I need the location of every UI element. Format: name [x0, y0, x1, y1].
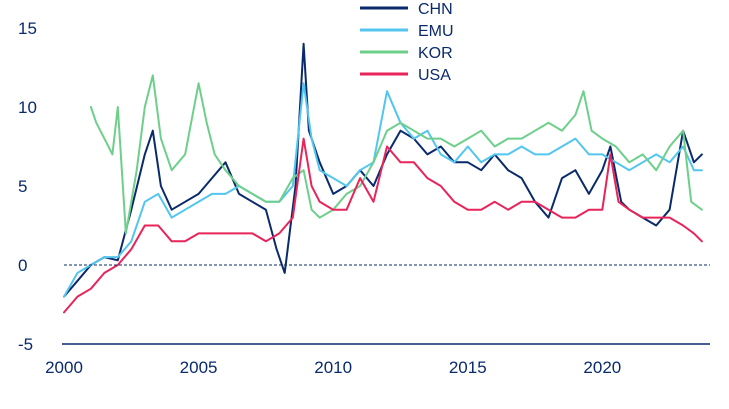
series-line-kor	[89, 74, 703, 235]
axes	[62, 264, 710, 345]
x-tick-label: 2010	[314, 358, 352, 377]
x-tick-label: 2000	[45, 358, 83, 377]
series-line-usa	[63, 137, 703, 314]
x-tick-labels: 2000 2005 2010 2015 2020	[45, 358, 621, 377]
series-line-chn	[63, 42, 703, 298]
y-tick-labels: -5 0 5 10 15	[18, 19, 37, 354]
series-lines	[63, 42, 703, 314]
legend-label-emu: EMU	[418, 23, 454, 40]
y-tick-label: 10	[18, 98, 37, 117]
x-tick-label: 2020	[583, 358, 621, 377]
y-tick-label: 15	[18, 19, 37, 38]
legend-label-kor: KOR	[418, 45, 453, 62]
legend-label-chn: CHN	[418, 1, 453, 18]
y-tick-label: -5	[18, 335, 33, 354]
legend-label-usa: USA	[418, 67, 451, 84]
x-tick-label: 2015	[449, 358, 487, 377]
x-tick-label: 2005	[180, 358, 218, 377]
y-tick-label: 5	[18, 177, 27, 196]
y-tick-label: 0	[18, 256, 27, 275]
series-line-emu	[63, 82, 703, 298]
legend: CHN EMU KOR USA	[360, 1, 454, 84]
